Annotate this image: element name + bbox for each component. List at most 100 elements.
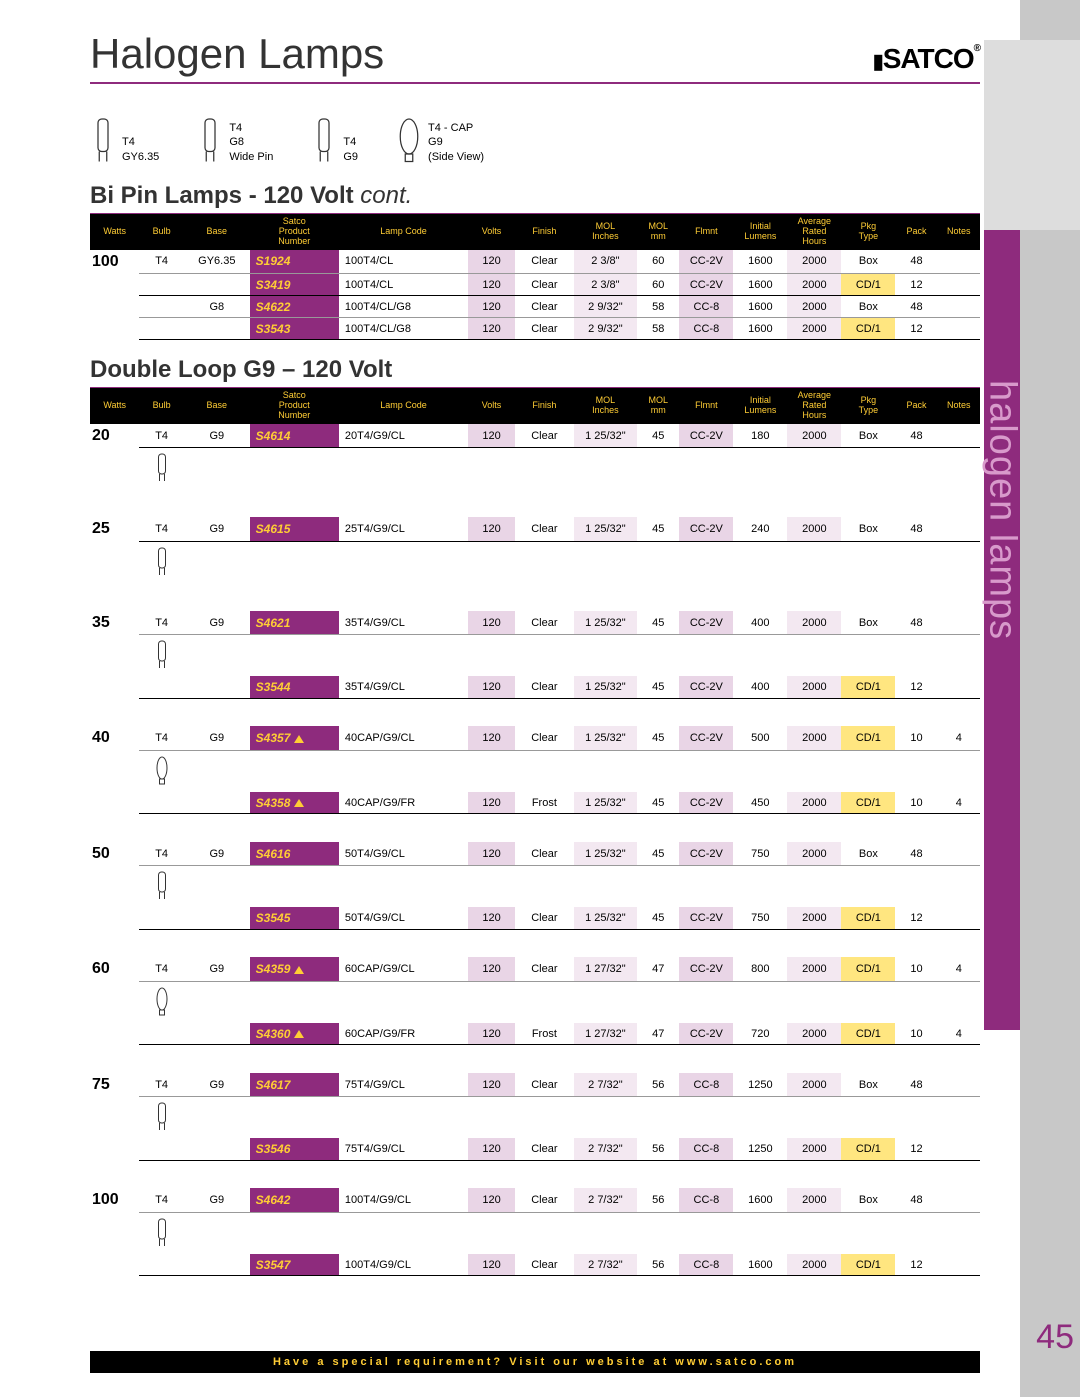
cell: 48 bbox=[895, 1073, 937, 1097]
cell: 2000 bbox=[787, 676, 841, 698]
cell: Clear bbox=[515, 957, 574, 981]
cell: S3547 bbox=[250, 1254, 339, 1276]
cell bbox=[938, 250, 980, 274]
cell: 45 bbox=[637, 676, 679, 698]
cell: CC-2V bbox=[679, 274, 733, 296]
cell: Clear bbox=[515, 676, 574, 698]
col-header: MOLInches bbox=[574, 214, 637, 250]
cell bbox=[139, 907, 184, 929]
cell: 2 9/32" bbox=[574, 318, 637, 340]
cell: 100 bbox=[90, 250, 139, 274]
cell: 47 bbox=[637, 1023, 679, 1045]
cell bbox=[184, 676, 250, 698]
cell: 48 bbox=[895, 250, 937, 274]
cell: 50T4/G9/CL bbox=[339, 907, 468, 929]
cell: Clear bbox=[515, 1188, 574, 1212]
section-title-g9: Double Loop G9 – 120 Volt bbox=[90, 356, 980, 388]
col-header: Bulb bbox=[139, 214, 184, 250]
col-header: Notes bbox=[938, 388, 980, 424]
page-header: Halogen Lamps ▮SATCO® bbox=[90, 30, 980, 84]
cell: Box bbox=[841, 1073, 895, 1097]
cell: 450 bbox=[733, 792, 787, 814]
cell bbox=[139, 296, 184, 318]
cell bbox=[938, 1188, 980, 1212]
cell: G9 bbox=[184, 1073, 250, 1097]
bulb-shape-item: T4G9 bbox=[311, 114, 358, 164]
bulb-icon bbox=[139, 541, 184, 583]
col-header: Base bbox=[184, 214, 250, 250]
cell: 2000 bbox=[787, 1023, 841, 1045]
cell bbox=[90, 792, 139, 814]
cell bbox=[139, 1138, 184, 1160]
cell: G9 bbox=[184, 424, 250, 448]
cell: CD/1 bbox=[841, 957, 895, 981]
cell bbox=[139, 792, 184, 814]
cell: 750 bbox=[733, 907, 787, 929]
page-number: 45 bbox=[1036, 1318, 1074, 1357]
col-header: Flmnt bbox=[679, 214, 733, 250]
cell: 75T4/G9/CL bbox=[339, 1138, 468, 1160]
cell: 1 25/32" bbox=[574, 517, 637, 541]
cell: Clear bbox=[515, 424, 574, 448]
cell: 56 bbox=[637, 1138, 679, 1160]
cell: 12 bbox=[895, 1254, 937, 1276]
cell: 40 bbox=[90, 726, 139, 750]
cell: 100T4/G9/CL bbox=[339, 1188, 468, 1212]
cell: T4 bbox=[139, 842, 184, 866]
cell bbox=[90, 907, 139, 929]
cell: S4359 bbox=[250, 957, 339, 981]
cell bbox=[938, 676, 980, 698]
cell bbox=[938, 517, 980, 541]
cell: 48 bbox=[895, 842, 937, 866]
cell: 2000 bbox=[787, 611, 841, 635]
col-header: MOLmm bbox=[637, 388, 679, 424]
cell: 400 bbox=[733, 676, 787, 698]
cell: 2000 bbox=[787, 1254, 841, 1276]
cell: CD/1 bbox=[841, 1254, 895, 1276]
cell: CC-2V bbox=[679, 611, 733, 635]
cell: S3419 bbox=[250, 274, 339, 296]
cell: 75T4/G9/CL bbox=[339, 1073, 468, 1097]
cell: S4614 bbox=[250, 424, 339, 448]
cell: CC-8 bbox=[679, 1188, 733, 1212]
cell: 1 25/32" bbox=[574, 676, 637, 698]
table-row: 40T4G9S435740CAP/G9/CL120Clear1 25/32"45… bbox=[90, 726, 980, 750]
cell: G8 bbox=[184, 296, 250, 318]
col-header: Lamp Code bbox=[339, 388, 468, 424]
cell: 2 7/32" bbox=[574, 1073, 637, 1097]
bulb-shape-item: T4G8Wide Pin bbox=[197, 114, 273, 164]
group-spacer bbox=[90, 814, 980, 842]
cell: 2 7/32" bbox=[574, 1254, 637, 1276]
table-bipin: WattsBulbBaseSatcoProductNumberLamp Code… bbox=[90, 214, 980, 340]
cell bbox=[938, 296, 980, 318]
cell bbox=[139, 1023, 184, 1045]
col-header: AverageRatedHours bbox=[787, 214, 841, 250]
cell: 1 27/32" bbox=[574, 957, 637, 981]
cell: CC-2V bbox=[679, 517, 733, 541]
cell: T4 bbox=[139, 424, 184, 448]
cell: 120 bbox=[468, 517, 515, 541]
cell: CD/1 bbox=[841, 274, 895, 296]
cell: 1 25/32" bbox=[574, 424, 637, 448]
cell bbox=[90, 1138, 139, 1160]
cell: T4 bbox=[139, 1073, 184, 1097]
group-spacer bbox=[90, 1045, 980, 1073]
cell: CC-2V bbox=[679, 957, 733, 981]
col-header: Bulb bbox=[139, 388, 184, 424]
bulb-icon bbox=[139, 750, 184, 792]
group-spacer bbox=[90, 929, 980, 957]
cell: G9 bbox=[184, 517, 250, 541]
cell: 45 bbox=[637, 842, 679, 866]
cell: 10 bbox=[895, 957, 937, 981]
cell: 2000 bbox=[787, 318, 841, 340]
bulb-shape-label: T4 - CAPG9(Side View) bbox=[428, 121, 484, 164]
col-header: MOLmm bbox=[637, 214, 679, 250]
cell: CD/1 bbox=[841, 1138, 895, 1160]
cell: 2 3/8" bbox=[574, 250, 637, 274]
cell: CD/1 bbox=[841, 792, 895, 814]
cell: 20 bbox=[90, 424, 139, 448]
cell: 120 bbox=[468, 676, 515, 698]
cell bbox=[184, 907, 250, 929]
cell: 45 bbox=[637, 726, 679, 750]
cell: 12 bbox=[895, 907, 937, 929]
